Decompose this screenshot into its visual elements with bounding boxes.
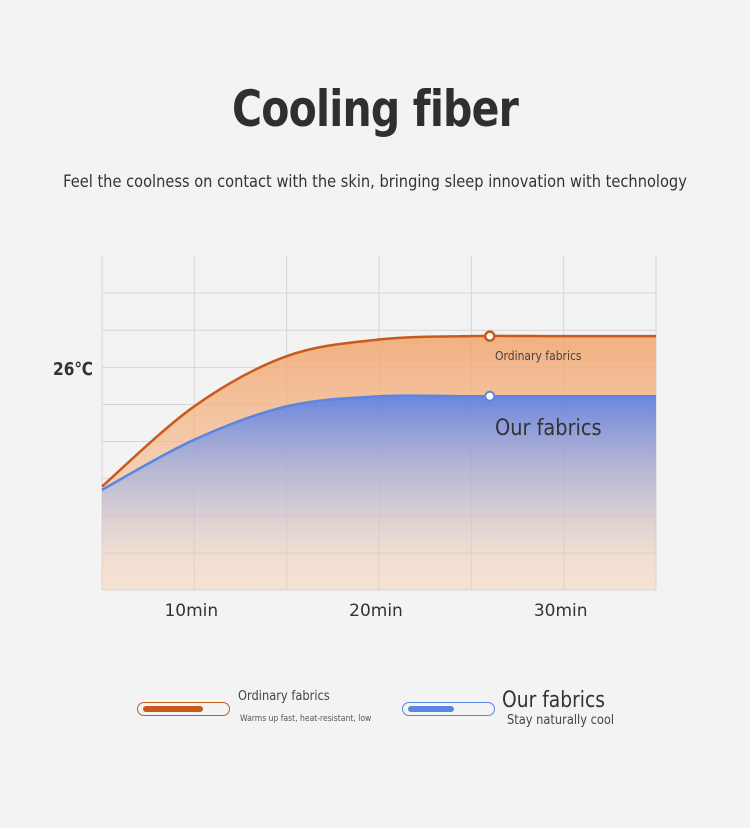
legend-title-ours: Our fabrics — [502, 688, 606, 713]
legend-swatch-ours — [402, 702, 495, 716]
line-ordinary-fabrics — [101, 334, 656, 488]
legend-desc-ours: Stay naturally cool — [507, 713, 615, 728]
x-axis-ticks: 10min 20min 30min — [164, 601, 587, 621]
legend-swatch-ordinary — [137, 702, 230, 716]
page-subtitle: Feel the coolness on contact with the sk… — [63, 172, 687, 192]
marker-our-fabrics — [484, 390, 496, 402]
annotation-our-fabrics: Our fabrics — [495, 415, 602, 440]
y-tick-label: 26℃ — [53, 359, 93, 380]
area-our-fabrics — [102, 395, 656, 590]
page-title: Cooling fiber — [232, 80, 519, 138]
annotation-ordinary-fabrics: Ordinary fabrics — [495, 348, 582, 363]
x-tick-label: 30min — [534, 601, 588, 621]
marker-ordinary-fabrics — [484, 330, 496, 342]
legend-desc-ordinary: Warms up fast, heat-resistant, low — [240, 714, 372, 724]
x-tick-label: 10min — [164, 601, 218, 621]
legend-title-ordinary: Ordinary fabrics — [238, 689, 330, 704]
x-tick-label: 20min — [349, 601, 403, 621]
line-our-fabrics — [101, 394, 656, 491]
